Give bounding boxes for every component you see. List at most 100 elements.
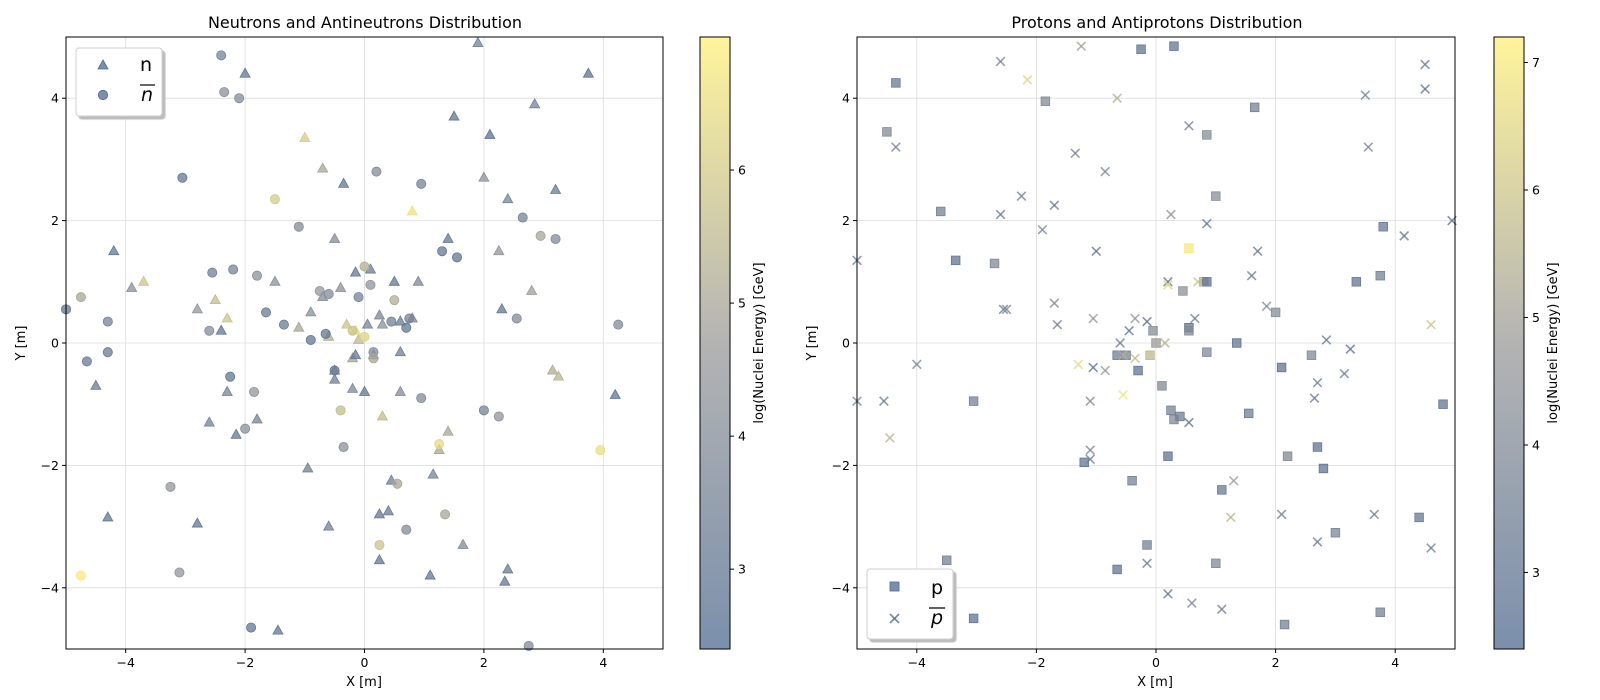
legend-circle-marker — [97, 89, 109, 101]
data-point-circle — [225, 371, 236, 382]
x-tick-label: −2 — [1027, 655, 1045, 670]
data-point-triangle — [215, 324, 227, 335]
data-point-x — [1091, 246, 1102, 257]
legend — [75, 47, 163, 117]
data-point-x — [1420, 84, 1430, 94]
data-point-circle — [278, 319, 289, 330]
legend-x-marker — [889, 613, 900, 624]
data-point-triangle — [251, 413, 263, 424]
data-point-x — [1163, 276, 1173, 287]
data-point-circle — [320, 328, 331, 339]
y-tick-label: −2 — [832, 458, 850, 473]
legend-entry-pbar: p — [889, 607, 946, 629]
data-point-square — [1178, 286, 1188, 296]
data-point-triangle — [472, 36, 484, 48]
data-point-triangle — [340, 318, 353, 329]
colorbar: 3 4 5 6 log(Nuclei Energy) [GeV] — [699, 36, 767, 650]
data-point-square — [1142, 540, 1152, 550]
data-point-x — [1184, 120, 1194, 131]
data-point-x — [891, 142, 901, 153]
data-point-x — [1312, 377, 1323, 388]
data-point-square — [1318, 463, 1329, 474]
data-point-triangle — [442, 425, 454, 436]
data-point-x — [1076, 41, 1087, 52]
data-point-square — [1282, 451, 1293, 461]
y-axis-label: Y [m] — [805, 326, 820, 362]
x-tick-label: 2 — [480, 655, 488, 670]
data-point-circle — [75, 292, 86, 303]
colorbar-tick-label: 5 — [1532, 310, 1540, 325]
data-point-x — [1426, 319, 1436, 330]
data-point-x — [1088, 362, 1099, 373]
data-point-triangle — [442, 232, 454, 243]
data-point-circle — [216, 50, 227, 61]
data-point-triangle — [412, 275, 424, 286]
data-point-square — [1375, 270, 1385, 281]
data-point-circle — [81, 356, 92, 367]
data-point-circle — [338, 442, 349, 453]
data-point-x — [1037, 224, 1048, 235]
axis-ticks: −4 −2 0 2 4 −4 −2 0 2 4 — [832, 91, 1400, 670]
y-tick-label: 2 — [51, 213, 59, 228]
y-tick-label: 0 — [51, 336, 59, 351]
data-point-square — [1145, 350, 1155, 360]
data-point-square — [1232, 338, 1242, 348]
data-point-x — [1363, 142, 1374, 153]
data-point-square — [936, 206, 946, 217]
data-point-triangle — [457, 538, 469, 549]
data-point-circle — [240, 423, 251, 434]
data-point-square — [1112, 350, 1122, 360]
data-point-triangle — [209, 293, 221, 305]
data-point-triangle — [582, 67, 595, 78]
legend — [866, 568, 954, 640]
x-tick-label: −4 — [116, 655, 134, 670]
data-point-triangle — [427, 468, 439, 479]
data-point-square — [1136, 44, 1146, 54]
data-point-x — [1049, 298, 1060, 309]
data-point-square — [1184, 326, 1194, 336]
data-point-triangle — [406, 205, 418, 216]
data-point-x — [1163, 589, 1173, 599]
data-point-triangle — [376, 410, 389, 421]
data-point-circle — [329, 365, 340, 376]
data-point-x — [995, 56, 1006, 67]
plot-marks — [852, 41, 1457, 630]
data-point-triangle — [272, 624, 284, 635]
data-point-x — [1142, 558, 1152, 569]
data-point-triangle — [552, 370, 565, 381]
data-point-triangle — [328, 373, 341, 384]
data-point-circle — [389, 295, 400, 306]
data-point-x — [1130, 353, 1140, 364]
data-point-square — [968, 613, 979, 624]
data-point-x — [1001, 304, 1012, 315]
x-tick-label: −2 — [236, 655, 254, 670]
colorbar-tick-label: 6 — [1532, 183, 1540, 198]
data-point-circle — [404, 313, 415, 324]
x-axis-label: X [m] — [346, 675, 382, 690]
data-point-x — [885, 432, 895, 443]
data-point-circle — [434, 438, 445, 449]
data-point-triangle — [484, 128, 496, 139]
data-point-circle — [368, 353, 379, 364]
y-axis-label: Y [m] — [14, 326, 29, 362]
x-tick-label: 4 — [599, 655, 607, 670]
data-point-x — [1276, 509, 1287, 520]
data-point-triangle — [549, 183, 562, 194]
y-tick-label: 2 — [842, 213, 850, 228]
y-tick-label: 0 — [842, 336, 850, 351]
data-point-square — [1184, 243, 1194, 253]
data-point-triangle — [230, 428, 242, 439]
colorbar-label: log(Nuclei Energy) [GeV] — [1546, 262, 1561, 423]
data-point-triangle — [191, 303, 204, 314]
data-point-triangle — [302, 462, 314, 473]
data-point-x — [1049, 200, 1060, 211]
data-point-circle — [452, 252, 463, 263]
colorbar-tick-label: 3 — [738, 562, 746, 577]
data-point-x — [1399, 231, 1410, 241]
data-point-triangle — [499, 575, 511, 586]
data-point-square — [1351, 277, 1362, 287]
data-point-circle — [252, 270, 263, 281]
panel-neutrons: Neutrons and Antineutrons Distribution −… — [14, 13, 767, 690]
data-point-circle — [523, 640, 534, 651]
data-point-triangle — [376, 318, 389, 329]
